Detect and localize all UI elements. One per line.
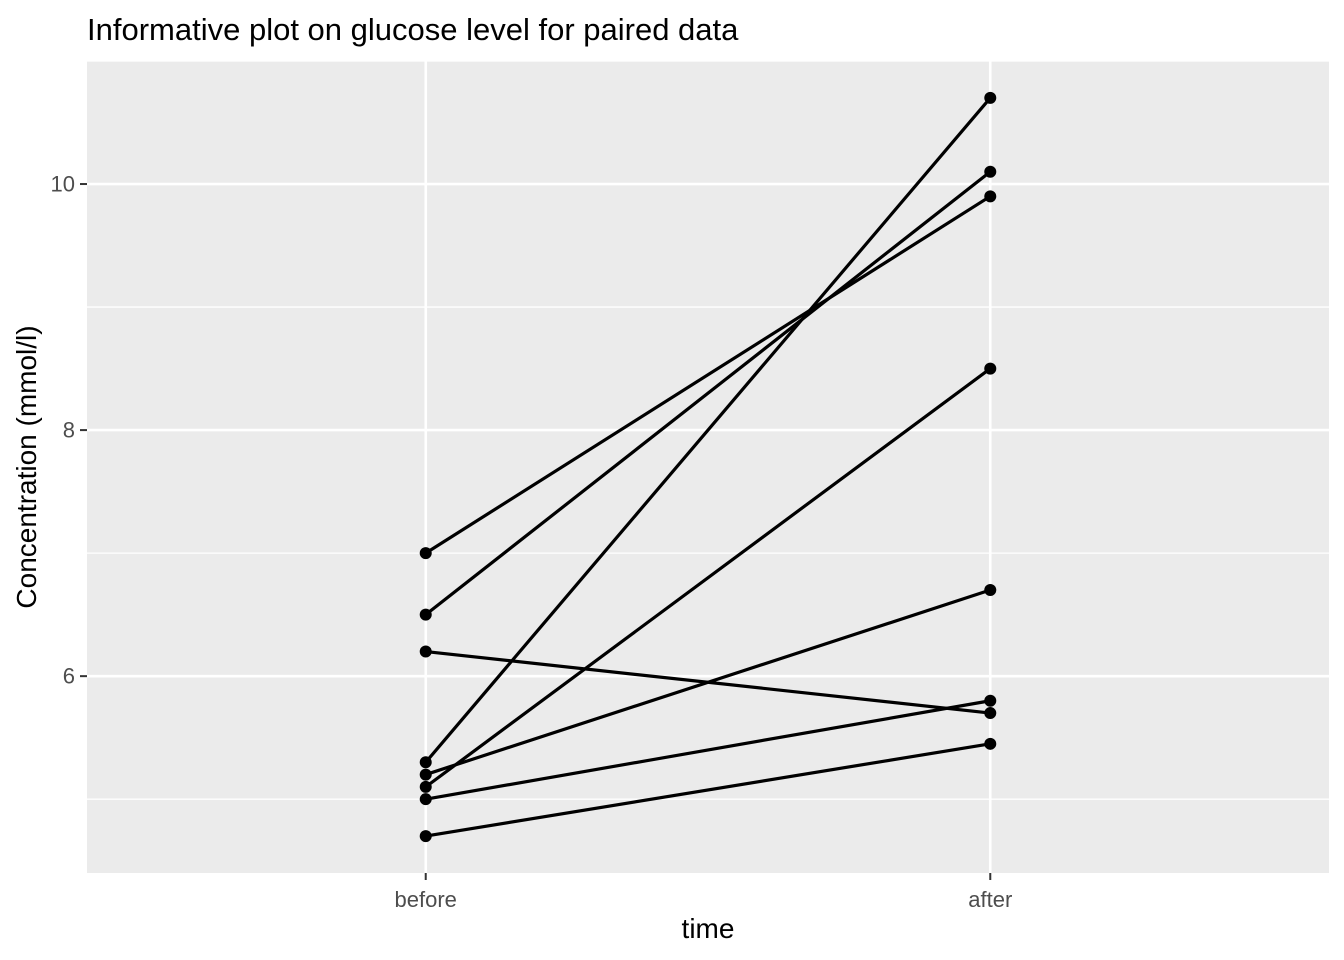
data-point-pair-5-after [984,584,997,597]
plot-title: Informative plot on glucose level for pa… [87,12,739,47]
pair-line-pair-2 [424,170,992,616]
data-point-pair-2-before [419,608,432,621]
y-tick-label-8: 8 [63,418,75,443]
data-point-pair-7-after [984,694,997,707]
data-point-pair-1-after [984,190,997,203]
y-axis-title: Concentration (mmol/l) [11,325,42,608]
pair-line-pair-6 [424,367,992,789]
plot-panel: 6 8 10 before after [51,60,1329,912]
panel-background [87,61,1329,873]
data-point-pair-3-after [984,707,997,720]
x-tick-label-before: before [395,887,457,912]
x-tick-label-after: after [968,887,1012,912]
data-point-pair-3-before [419,645,432,658]
x-axis-title: time [682,913,735,944]
data-point-pair-8-after [984,737,997,750]
data-point-pair-7-before [419,793,432,806]
data-point-pair-6-after [984,362,997,375]
pair-line-pair-7 [425,699,991,801]
data-point-pair-4-after [984,91,997,104]
data-point-pair-8-before [419,830,432,843]
y-tick-label-10: 10 [51,172,75,197]
data-point-pair-1-before [419,547,432,560]
data-point-pair-5-before [419,768,432,781]
data-point-pair-4-before [419,756,432,769]
pair-line-pair-1 [424,194,992,555]
data-point-pair-6-before [419,780,432,793]
pair-line-pair-8 [425,742,991,838]
y-tick-label-6: 6 [63,664,75,689]
pair-line-pair-4 [424,96,992,764]
data-point-pair-2-after [984,165,997,178]
pair-line-pair-5 [425,588,991,777]
